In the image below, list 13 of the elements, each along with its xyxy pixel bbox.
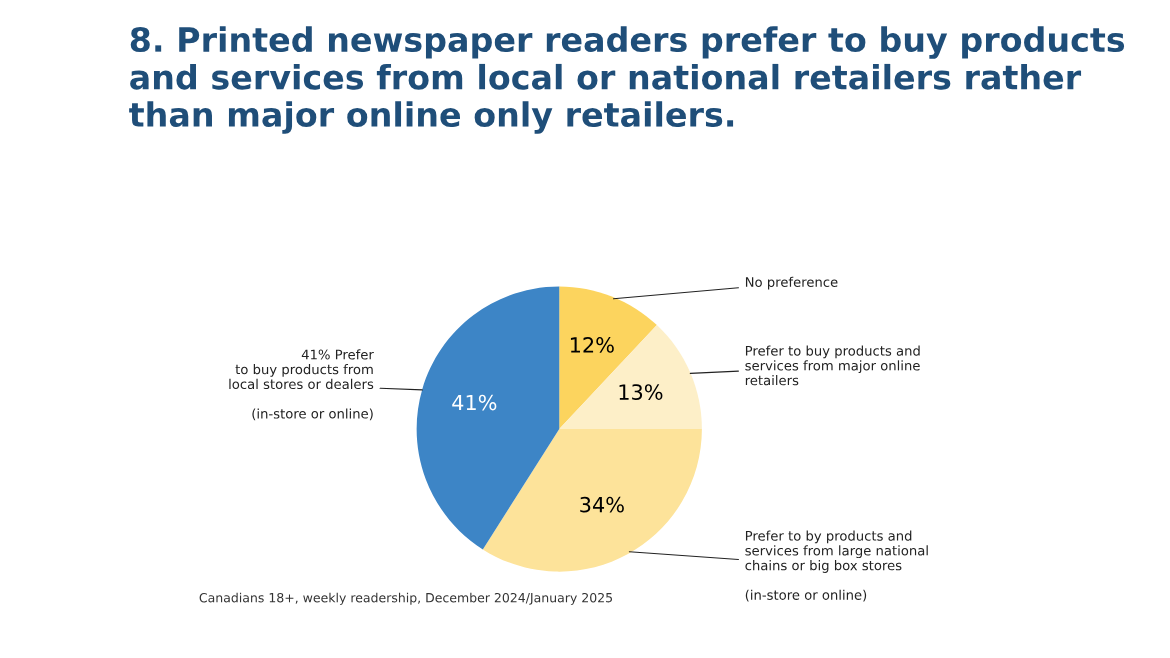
pie-slice <box>482 429 702 572</box>
text: Canadians 18+, weekly readership, December 2024/January 2025 <box>199 592 613 605</box>
data-label: 13% <box>619 384 663 400</box>
pie-slice <box>559 325 702 430</box>
pie-slice <box>416 286 560 550</box>
data-label: 34% <box>580 496 624 513</box>
slice-label: No preference <box>745 276 838 290</box>
data-label: 41% <box>452 394 497 411</box>
slice-label: Prefer to buy products and services from major online retailers <box>745 345 920 386</box>
data-label: 12% <box>570 337 614 353</box>
category-label: Prefer to by products and services from large national chains or big box stores (in-store or online) <box>745 530 928 602</box>
chart-title: 8. Printed newspaper readers prefer to buy products and services from local or national retailers rather than major online only retailers. <box>129 26 1125 134</box>
category-label: 41% Prefer to buy products from local stores or dealers (in-store or online) <box>229 349 374 421</box>
